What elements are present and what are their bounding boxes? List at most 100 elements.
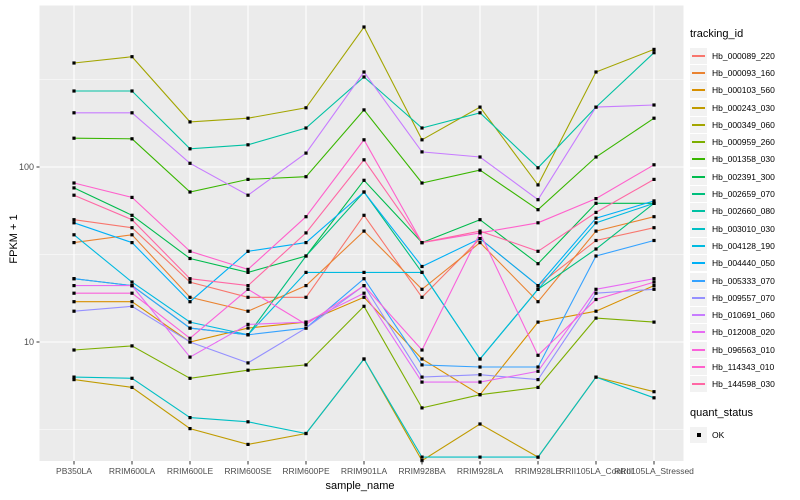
x-axis-tick-label: RRIM600LA bbox=[109, 466, 156, 476]
legend: tracking_id Hb_000089_220 Hb_000093_160 Hb… bbox=[690, 28, 798, 443]
legend-label: Hb_000349_060 bbox=[712, 119, 775, 130]
data-point-marker bbox=[594, 316, 598, 320]
data-point-marker bbox=[304, 270, 308, 274]
legend-item: Hb_002391_300 bbox=[690, 168, 798, 185]
legend-title-tracking-id: tracking_id bbox=[690, 28, 744, 40]
data-point-marker bbox=[188, 340, 192, 344]
legend-key-swatch bbox=[690, 47, 707, 64]
data-point-marker bbox=[652, 277, 656, 281]
data-point-marker bbox=[246, 193, 250, 197]
data-point-marker bbox=[420, 363, 424, 367]
data-point-marker bbox=[362, 108, 366, 112]
legend-line-icon bbox=[692, 71, 705, 74]
legend-key-swatch bbox=[690, 168, 707, 185]
data-point-marker bbox=[536, 353, 540, 357]
legend-items: Hb_000089_220 Hb_000093_160 Hb_000103_560 H… bbox=[690, 47, 798, 393]
data-point-marker bbox=[594, 309, 598, 313]
data-point-marker bbox=[188, 120, 192, 124]
data-point-marker bbox=[130, 385, 134, 389]
data-point-marker bbox=[130, 344, 134, 348]
data-point-marker bbox=[246, 368, 250, 372]
data-point-marker bbox=[246, 295, 250, 299]
data-point-marker bbox=[188, 190, 192, 194]
data-point-marker bbox=[420, 380, 424, 384]
legend-label: Hb_000243_030 bbox=[712, 102, 775, 113]
data-point-marker bbox=[536, 262, 540, 266]
data-point-marker bbox=[246, 322, 250, 326]
data-point-marker bbox=[362, 213, 366, 217]
data-point-marker bbox=[652, 163, 656, 167]
legend-key-swatch bbox=[690, 289, 707, 306]
data-point-marker bbox=[536, 320, 540, 324]
legend-line-icon bbox=[692, 244, 705, 247]
legend-key-swatch bbox=[690, 358, 707, 375]
data-point-marker bbox=[304, 151, 308, 155]
data-point-marker bbox=[420, 138, 424, 142]
data-point-marker bbox=[130, 218, 134, 222]
legend-line-icon bbox=[692, 227, 705, 230]
data-point-marker bbox=[246, 267, 250, 271]
data-point-marker bbox=[188, 300, 192, 304]
data-point-marker bbox=[362, 291, 366, 295]
data-point-marker bbox=[188, 355, 192, 359]
y-axis-tick-label: 10 bbox=[24, 337, 34, 347]
legend-title-quant-status: quant_status bbox=[690, 406, 753, 419]
legend-label: Hb_004440_050 bbox=[712, 258, 775, 269]
y-axis-title: FPKM + 1 bbox=[8, 214, 20, 264]
data-point-marker bbox=[130, 233, 134, 237]
legend-line-icon bbox=[692, 262, 705, 265]
data-point-marker bbox=[420, 126, 424, 130]
data-point-marker bbox=[362, 284, 366, 288]
quant-status-block: quant_status OK bbox=[690, 407, 798, 443]
y-axis-tick-label: 100 bbox=[19, 162, 34, 172]
data-point-marker bbox=[652, 116, 656, 120]
data-point-marker bbox=[246, 309, 250, 313]
legend-label: Hb_096563_010 bbox=[712, 344, 775, 355]
legend-label: Hb_012008_020 bbox=[712, 327, 775, 338]
data-point-marker bbox=[188, 277, 192, 281]
data-point-marker bbox=[478, 229, 482, 233]
legend-label: Hb_002391_300 bbox=[712, 171, 775, 182]
data-point-marker bbox=[652, 226, 656, 230]
data-point-marker bbox=[594, 216, 598, 220]
data-point-marker bbox=[72, 221, 76, 225]
legend-item: Hb_000243_030 bbox=[690, 99, 798, 116]
data-point-marker bbox=[304, 431, 308, 436]
data-point-marker bbox=[130, 55, 134, 59]
data-point-marker bbox=[246, 361, 250, 365]
data-point-marker bbox=[536, 208, 540, 212]
legend-line-icon bbox=[692, 123, 705, 126]
legend-key-swatch bbox=[690, 99, 707, 116]
legend-item: Hb_002660_080 bbox=[690, 203, 798, 220]
data-point-marker bbox=[130, 304, 134, 308]
legend-key-swatch bbox=[690, 376, 707, 393]
legend-line-icon bbox=[692, 54, 705, 57]
data-point-marker bbox=[246, 442, 250, 446]
data-point-marker bbox=[362, 295, 366, 299]
legend-key-swatch bbox=[690, 220, 707, 237]
data-point-marker bbox=[536, 300, 540, 304]
data-point-marker bbox=[72, 218, 76, 222]
legend-line-icon bbox=[692, 348, 705, 351]
data-point-marker bbox=[652, 201, 656, 205]
data-point-marker bbox=[594, 105, 598, 109]
data-point-marker bbox=[130, 137, 134, 141]
legend-item: Hb_001358_030 bbox=[690, 151, 798, 168]
data-point-marker bbox=[246, 326, 250, 330]
legend-item: Hb_012008_020 bbox=[690, 324, 798, 341]
data-point-marker bbox=[594, 210, 598, 214]
legend-line-icon bbox=[692, 383, 705, 386]
legend-key-swatch bbox=[690, 134, 707, 151]
data-point-marker bbox=[72, 300, 76, 304]
data-point-marker bbox=[594, 238, 598, 243]
data-point-marker bbox=[246, 420, 250, 424]
legend-line-icon bbox=[692, 296, 705, 299]
data-point-marker bbox=[652, 47, 656, 51]
data-point-marker bbox=[246, 143, 250, 147]
data-point-marker bbox=[130, 284, 134, 288]
legend-line-icon bbox=[692, 331, 705, 334]
data-point-marker bbox=[362, 25, 366, 29]
data-point-marker bbox=[536, 455, 540, 459]
data-point-marker bbox=[304, 215, 308, 219]
